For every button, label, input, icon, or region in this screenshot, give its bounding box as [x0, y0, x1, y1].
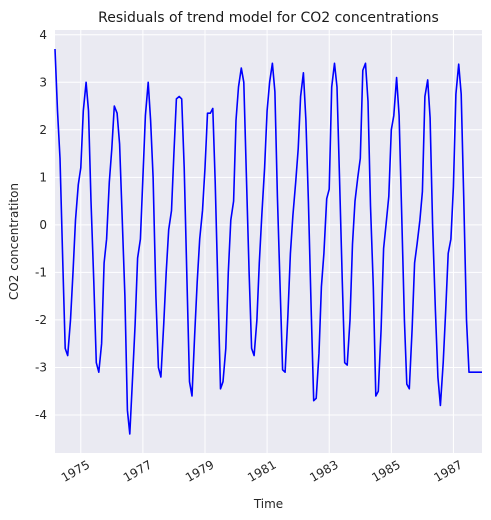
y-tick-labels: -4 -3 -2 -1 0 1 2 3 4 — [35, 28, 47, 422]
y-tick-label: -4 — [35, 408, 47, 422]
y-tick-label: -2 — [35, 313, 47, 327]
y-tick-label: 3 — [39, 75, 47, 89]
y-tick-label: 2 — [39, 123, 47, 137]
x-tick-label: 1975 — [59, 457, 92, 484]
x-tick-label: 1981 — [245, 457, 278, 484]
x-tick-label: 1987 — [431, 457, 464, 484]
x-tick-labels: 1975 1977 1979 1981 1983 1985 1987 — [59, 457, 465, 484]
chart-title: Residuals of trend model for CO2 concent… — [98, 10, 439, 26]
y-tick-label: 1 — [39, 170, 47, 184]
x-tick-label: 1977 — [121, 457, 154, 484]
series-line — [54, 48, 482, 435]
y-tick-label: 4 — [39, 28, 47, 42]
y-tick-label: -3 — [35, 360, 47, 374]
y-tick-label: -1 — [35, 265, 47, 279]
vertical-gridlines — [80, 30, 454, 453]
y-axis-label: CO2 concentratiton — [7, 183, 21, 300]
y-tick-label: 0 — [39, 218, 47, 232]
series-group — [54, 48, 482, 435]
x-tick-label: 1983 — [307, 457, 340, 484]
x-tick-label: 1979 — [183, 457, 216, 484]
x-tick-label: 1985 — [369, 457, 402, 484]
x-axis-label: Time — [253, 497, 283, 511]
